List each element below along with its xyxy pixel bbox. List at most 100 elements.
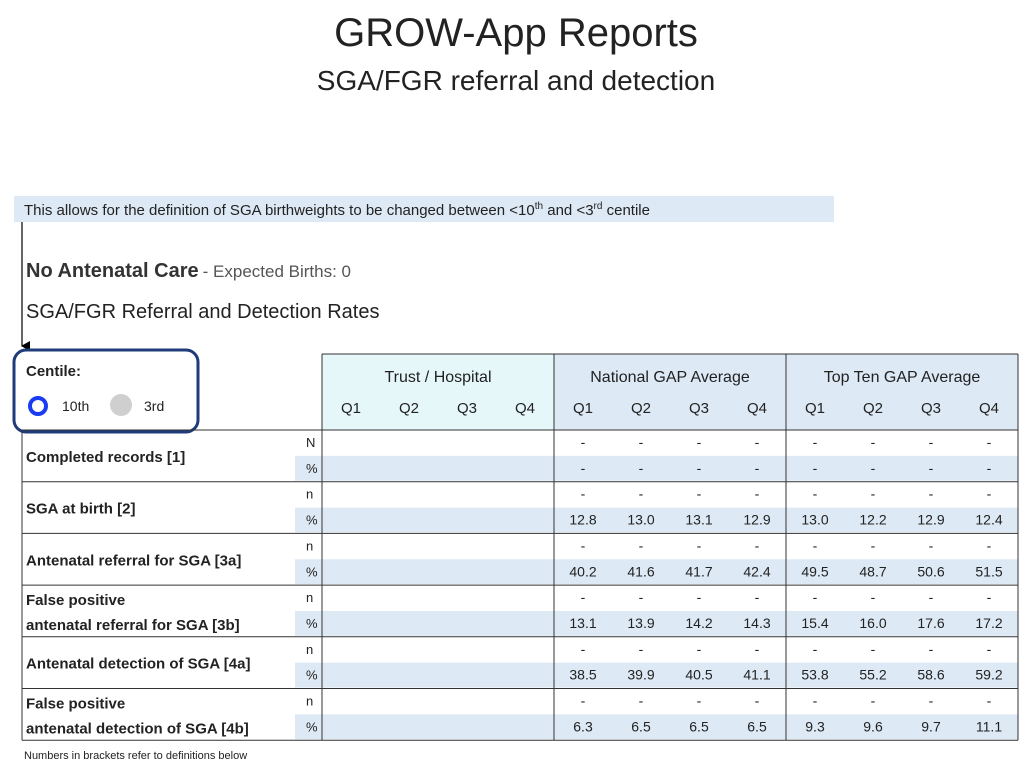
pct-row-bg (295, 662, 1018, 688)
cell-value: 9.3 (805, 718, 825, 734)
row-label: antenatal referral for SGA [3b] (26, 617, 240, 634)
row-label: Antenatal detection of SGA [4a] (26, 656, 250, 673)
radio-label[interactable]: 3rd (144, 398, 164, 414)
quarter-header: Q1 (341, 400, 361, 417)
row-key: % (306, 616, 318, 631)
row-label: Completed records [1] (26, 449, 185, 466)
cell-value: - (581, 486, 586, 502)
centile-box (12, 348, 200, 434)
cell-value: - (929, 589, 934, 605)
radio-selected[interactable] (28, 396, 48, 416)
cell-value: - (639, 460, 644, 476)
cell-value: - (639, 641, 644, 657)
cell-value: - (929, 537, 934, 553)
cell-value: - (813, 641, 818, 657)
cell-value: - (871, 486, 876, 502)
cell-value: - (987, 641, 992, 657)
cell-value: 13.1 (569, 615, 596, 631)
expected-births: - Expected Births: 0 (203, 262, 351, 281)
cell-value: - (929, 460, 934, 476)
cell-value: 12.2 (859, 512, 886, 528)
quarter-header: Q3 (689, 400, 709, 417)
cell-value: 51.5 (975, 563, 1002, 579)
cell-value: - (871, 641, 876, 657)
cell-value: - (697, 486, 702, 502)
cell-value: 6.3 (573, 718, 593, 734)
cell-value: - (581, 641, 586, 657)
cell-value: 39.9 (627, 667, 654, 683)
pct-row-bg (295, 559, 1018, 585)
cell-value: - (871, 460, 876, 476)
banner-part: centile (602, 202, 650, 219)
cell-value: 6.5 (689, 718, 709, 734)
cell-value: - (697, 693, 702, 709)
cell-value: - (871, 693, 876, 709)
radio-unselected[interactable] (110, 394, 132, 416)
cell-value: - (813, 460, 818, 476)
cell-value: - (813, 486, 818, 502)
pct-row-bg (295, 455, 1018, 481)
cell-value: - (813, 434, 818, 450)
cell-value: - (871, 537, 876, 553)
cell-value: 17.2 (975, 615, 1002, 631)
quarter-header: Q3 (921, 400, 941, 417)
cell-value: - (697, 641, 702, 657)
quarter-header: Q3 (457, 400, 477, 417)
cell-value: - (581, 434, 586, 450)
group-header: Top Ten GAP Average (824, 369, 981, 386)
cell-value: - (755, 486, 760, 502)
cell-value: - (697, 460, 702, 476)
cell-value: 41.1 (743, 667, 770, 683)
banner-bg (14, 196, 834, 222)
cell-value: 53.8 (801, 667, 828, 683)
row-label: False positive (26, 592, 125, 609)
cell-value: - (697, 537, 702, 553)
quarter-header: Q1 (573, 400, 593, 417)
pct-row-bg (295, 507, 1018, 533)
cell-value: - (755, 537, 760, 553)
row-key: N (306, 435, 315, 450)
row-key: % (306, 461, 318, 476)
cell-value: 59.2 (975, 667, 1002, 683)
group-header: Trust / Hospital (385, 369, 492, 386)
cell-value: 12.8 (569, 512, 596, 528)
cell-value: - (929, 641, 934, 657)
cell-value: - (929, 486, 934, 502)
quarter-header: Q4 (747, 400, 767, 417)
pct-row-bg (295, 714, 1018, 740)
quarter-header: Q2 (863, 400, 883, 417)
cell-value: 14.3 (743, 615, 770, 631)
cell-value: 55.2 (859, 667, 886, 683)
cell-value: 6.5 (631, 718, 651, 734)
section-title: No Antenatal Care - Expected Births: 0 (26, 260, 351, 282)
cell-value: - (639, 693, 644, 709)
cell-value: - (987, 693, 992, 709)
cell-value: 13.9 (627, 615, 654, 631)
cell-value: 9.6 (863, 718, 883, 734)
cell-value: - (697, 589, 702, 605)
cell-value: - (755, 460, 760, 476)
cell-value: - (755, 693, 760, 709)
row-key: n (306, 590, 313, 605)
cell-value: - (813, 589, 818, 605)
quarter-header: Q1 (805, 400, 825, 417)
quarter-header: Q4 (515, 400, 535, 417)
cell-value: 16.0 (859, 615, 886, 631)
cell-value: 48.7 (859, 563, 886, 579)
radio-label[interactable]: 10th (62, 398, 89, 414)
cell-value: 58.6 (917, 667, 944, 683)
banner-sup: th (535, 201, 543, 212)
row-key: n (306, 642, 313, 657)
page-subtitle: SGA/FGR referral and detection (317, 65, 715, 96)
cell-value: - (697, 434, 702, 450)
cell-value: - (581, 589, 586, 605)
cell-value: - (987, 486, 992, 502)
header-bg (322, 354, 554, 430)
cell-value: - (581, 537, 586, 553)
cell-value: - (581, 693, 586, 709)
cell-value: - (639, 589, 644, 605)
cell-value: - (987, 589, 992, 605)
row-label: SGA at birth [2] (26, 501, 135, 518)
section-name: No Antenatal Care (26, 260, 199, 282)
